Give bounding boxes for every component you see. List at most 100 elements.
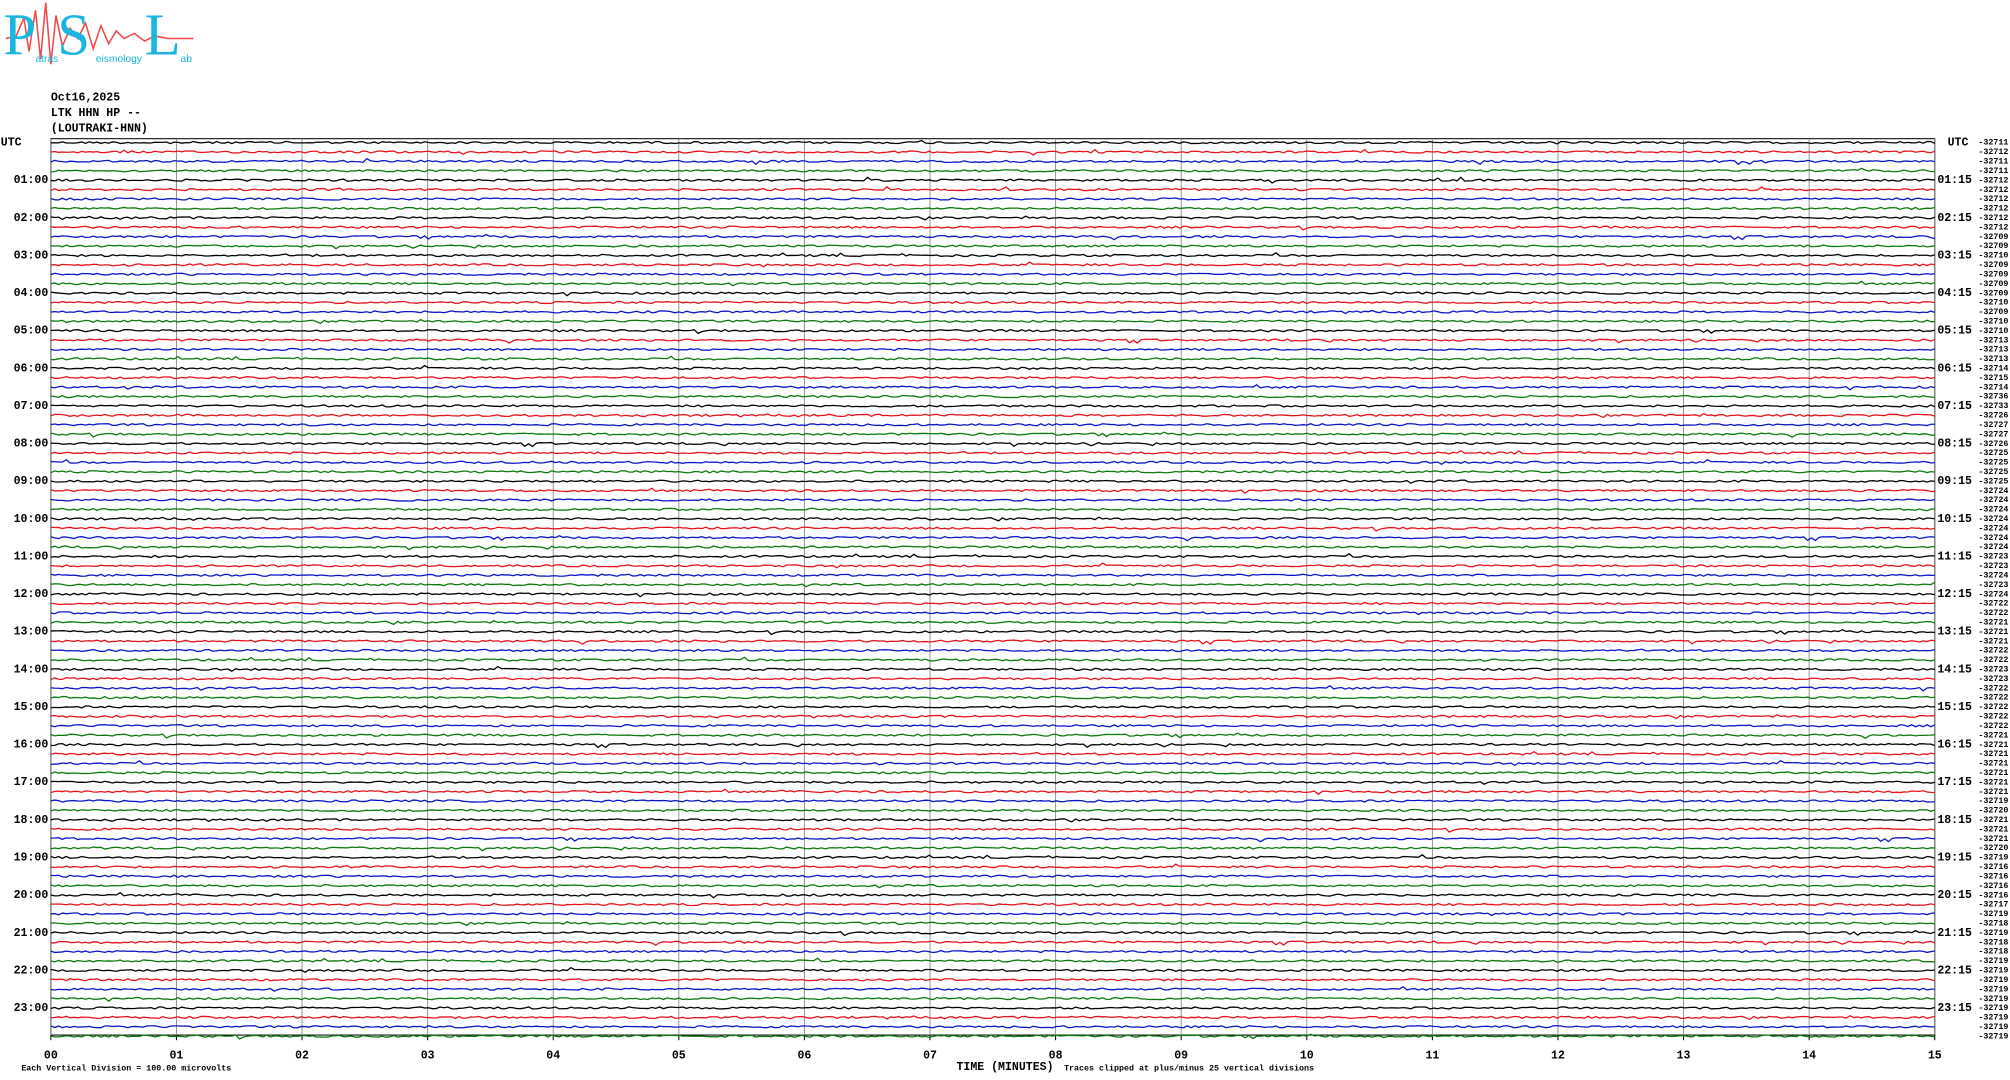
- trace: [50, 225, 1935, 231]
- trace-offset: -32726: [1978, 411, 2008, 421]
- trace-offset: -32713: [1978, 335, 2008, 345]
- trace-offset: -32721: [1978, 730, 2008, 740]
- row-label-left: 02:00: [14, 212, 49, 225]
- trace: [50, 759, 1935, 767]
- row-label-right: 22:15: [1937, 964, 1972, 977]
- trace-offset: -32718: [1978, 919, 2008, 929]
- trace: [50, 261, 1935, 268]
- logo-word: ab: [181, 54, 193, 65]
- trace: [50, 713, 1935, 720]
- row-label-left: 19:00: [14, 851, 49, 864]
- trace: [50, 157, 1935, 166]
- trace-offset: -32712: [1978, 222, 2008, 232]
- trace: [50, 750, 1935, 756]
- trace: [50, 639, 1935, 645]
- row-label-left: 05:00: [14, 325, 49, 338]
- row-label-right: 14:15: [1937, 663, 1972, 676]
- x-tick-label: 12: [1551, 1050, 1565, 1063]
- trace: [50, 376, 1935, 380]
- trace-offset: -32721: [1978, 787, 2008, 797]
- plot-frame: [50, 138, 1936, 1036]
- row-label-right: 05:15: [1937, 325, 1972, 338]
- x-tick-label: 07: [923, 1050, 937, 1063]
- x-tick-label: 06: [797, 1050, 811, 1063]
- trace: [50, 252, 1935, 258]
- trace-offset: -32712: [1978, 204, 2008, 214]
- x-tick-label: 09: [1174, 1050, 1188, 1063]
- logo-letter: P: [3, 2, 36, 68]
- trace: [50, 458, 1935, 466]
- row-label-right: 15:15: [1937, 701, 1972, 714]
- trace-offset: -32725: [1978, 448, 2008, 458]
- x-tick-label: 13: [1677, 1050, 1691, 1063]
- trace-offset: -32716: [1978, 862, 2008, 872]
- trace-offset: -32709: [1978, 269, 2008, 279]
- x-tick-label: 15: [1928, 1050, 1942, 1063]
- row-label-right: 12:15: [1937, 588, 1972, 601]
- trace: [50, 545, 1935, 551]
- trace: [50, 470, 1935, 474]
- trace-offset: -32719: [1978, 796, 2008, 806]
- trace: [50, 724, 1936, 728]
- trace-offset: -32712: [1978, 185, 2008, 195]
- trace-offset: -32725: [1978, 458, 2008, 468]
- trace-offset: -32722: [1978, 702, 2008, 712]
- trace-offset: -32722: [1978, 599, 2008, 609]
- trace-offset: -32712: [1978, 194, 2008, 204]
- trace-offset: -32709: [1978, 288, 2008, 298]
- row-label-left: 12:00: [14, 588, 49, 601]
- logo-letter: L: [145, 2, 181, 68]
- trace-offset: -32719: [1978, 1022, 2008, 1032]
- trace: [50, 412, 1935, 419]
- row-label-left: 06:00: [14, 362, 49, 375]
- row-label-right: 10:15: [1937, 513, 1972, 526]
- trace-offset: -32710: [1978, 251, 2008, 261]
- trace-offset: -32733: [1978, 401, 2008, 411]
- trace: [50, 930, 1935, 937]
- trace-offset: -32710: [1978, 298, 2008, 308]
- trace: [50, 883, 1935, 889]
- trace-offset: -32721: [1978, 749, 2008, 759]
- trace: [50, 507, 1935, 512]
- trace-offset: -32718: [1978, 937, 2008, 947]
- x-tick-label: 04: [546, 1050, 560, 1063]
- trace-offset: -32711: [1978, 138, 2008, 148]
- row-label-left: 09:00: [14, 475, 49, 488]
- row-label-left: UTC: [1, 137, 22, 150]
- row-label-left: 23:00: [14, 1002, 49, 1015]
- x-tick-label: 08: [1049, 1050, 1063, 1063]
- trace-offset: -32724: [1978, 533, 2008, 543]
- trace: [50, 648, 1935, 653]
- trace: [50, 732, 1935, 739]
- trace: [50, 291, 1935, 297]
- trace-offset: -32716: [1978, 881, 2008, 891]
- row-label-left: 14:00: [14, 663, 49, 676]
- row-label-right: 21:15: [1937, 927, 1972, 940]
- x-tick-label: 01: [170, 1050, 184, 1063]
- row-label-right: 01:15: [1937, 174, 1972, 187]
- trace-offset: -32715: [1978, 373, 2008, 383]
- location: (LOUTRAKI-HNN): [51, 122, 148, 135]
- row-label-right: 13:15: [1937, 626, 1972, 639]
- trace: [50, 891, 1935, 899]
- row-label-right: 02:15: [1937, 212, 1972, 225]
- trace: [50, 272, 1935, 276]
- trace: [50, 553, 1935, 559]
- trace-offset: -32719: [1978, 909, 2008, 919]
- row-label-right: 07:15: [1937, 400, 1972, 413]
- trace-offset: -32724: [1978, 495, 2008, 505]
- trace-offset: -32723: [1978, 674, 2008, 684]
- trace: [50, 516, 1935, 522]
- trace: [50, 771, 1935, 775]
- trace: [50, 966, 1935, 973]
- x-tick-label: 03: [421, 1050, 435, 1063]
- row-label-left: 13:00: [14, 626, 49, 639]
- trace-offset: -32721: [1978, 768, 2008, 778]
- trace: [50, 534, 1935, 542]
- row-label-left: 15:00: [14, 701, 49, 714]
- trace-offset: -32725: [1978, 467, 2008, 477]
- trace: [50, 233, 1935, 241]
- trace: [50, 656, 1935, 662]
- trace: [50, 328, 1935, 335]
- x-axis-title: TIME (MINUTES): [956, 1061, 1053, 1074]
